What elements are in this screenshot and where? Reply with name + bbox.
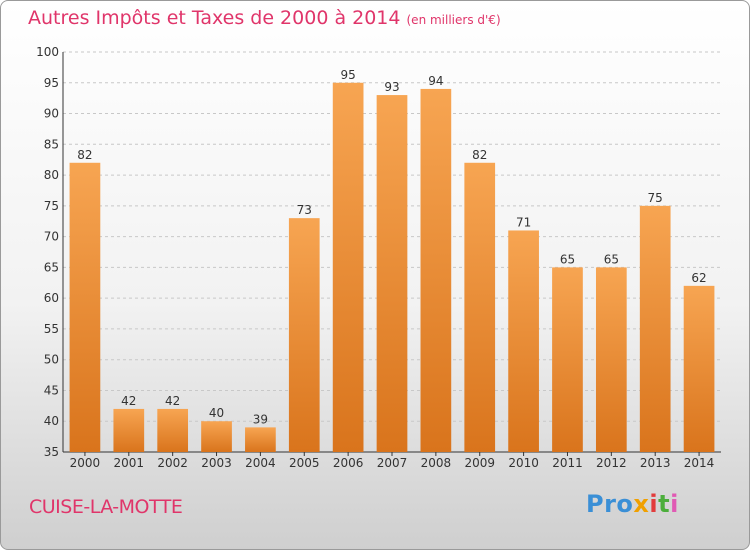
bar — [683, 285, 715, 452]
y-tick-label: 70 — [44, 230, 59, 244]
logo-part: x — [633, 490, 650, 518]
bar — [595, 267, 627, 452]
data-label: 82 — [472, 148, 487, 162]
data-label: 39 — [253, 412, 268, 426]
data-label: 95 — [340, 68, 355, 82]
x-tick-label: 2013 — [640, 456, 671, 470]
y-tick-label: 75 — [44, 199, 59, 213]
logo-part: t — [658, 490, 671, 518]
y-tick-label: 45 — [44, 383, 59, 397]
x-tick-label: 2006 — [333, 456, 364, 470]
bar — [288, 218, 320, 452]
y-tick-label: 95 — [44, 76, 59, 90]
y-tick-label: 100 — [36, 45, 59, 59]
data-label: 75 — [648, 191, 663, 205]
x-tick-label: 2003 — [201, 456, 232, 470]
data-label: 40 — [209, 406, 224, 420]
data-label: 42 — [165, 394, 180, 408]
proxiti-logo: Proxiti — [586, 490, 679, 518]
y-tick-label: 55 — [44, 322, 59, 336]
bar — [420, 88, 452, 452]
chart-title-unit: (en milliers d'€) — [406, 13, 501, 27]
x-tick-label: 2000 — [70, 456, 101, 470]
logo-part: i — [670, 490, 679, 518]
data-label: 93 — [384, 80, 399, 94]
x-tick-label: 2005 — [289, 456, 320, 470]
y-tick-label: 35 — [44, 445, 59, 459]
data-label: 42 — [121, 394, 136, 408]
data-label: 65 — [560, 252, 575, 266]
x-tick-label: 2002 — [157, 456, 188, 470]
x-tick-label: 2014 — [684, 456, 715, 470]
bar — [464, 162, 496, 452]
bar — [245, 427, 276, 452]
data-label: 71 — [516, 215, 531, 229]
chart-title: Autres Impôts et Taxes de 2000 à 2014 (en… — [28, 7, 501, 29]
x-tick-label: 2009 — [464, 456, 495, 470]
y-tick-label: 50 — [44, 353, 59, 367]
y-tick-label: 85 — [44, 137, 59, 151]
x-tick-label: 2001 — [114, 456, 145, 470]
logo-part: i — [649, 490, 659, 518]
x-tick-label: 2004 — [245, 456, 276, 470]
data-label: 65 — [604, 252, 619, 266]
bar — [157, 408, 189, 452]
x-tick-label: 2010 — [508, 456, 539, 470]
bar — [113, 408, 145, 452]
x-tick-label: 2007 — [377, 456, 408, 470]
y-tick-label: 65 — [44, 260, 59, 274]
y-tick-label: 90 — [44, 107, 59, 121]
y-tick-label: 40 — [44, 414, 59, 428]
bar — [508, 230, 539, 452]
data-label: 82 — [77, 148, 92, 162]
chart-title-main: Autres Impôts et Taxes de 2000 à 2014 — [28, 7, 401, 29]
logo-part: Pro — [586, 490, 634, 518]
data-label: 73 — [297, 203, 312, 217]
bar — [376, 95, 408, 453]
bar — [332, 82, 364, 453]
y-tick-label: 80 — [44, 168, 59, 182]
x-tick-label: 2012 — [596, 456, 627, 470]
x-tick-label: 2008 — [421, 456, 452, 470]
bar — [552, 267, 583, 452]
bar — [639, 205, 671, 452]
bar — [201, 421, 232, 452]
y-tick-label: 60 — [44, 291, 59, 305]
data-label: 94 — [428, 74, 443, 88]
bar — [69, 162, 101, 452]
place-name: CUISE-LA-MOTTE — [29, 496, 183, 518]
x-tick-label: 2011 — [552, 456, 583, 470]
data-label: 62 — [691, 271, 706, 285]
